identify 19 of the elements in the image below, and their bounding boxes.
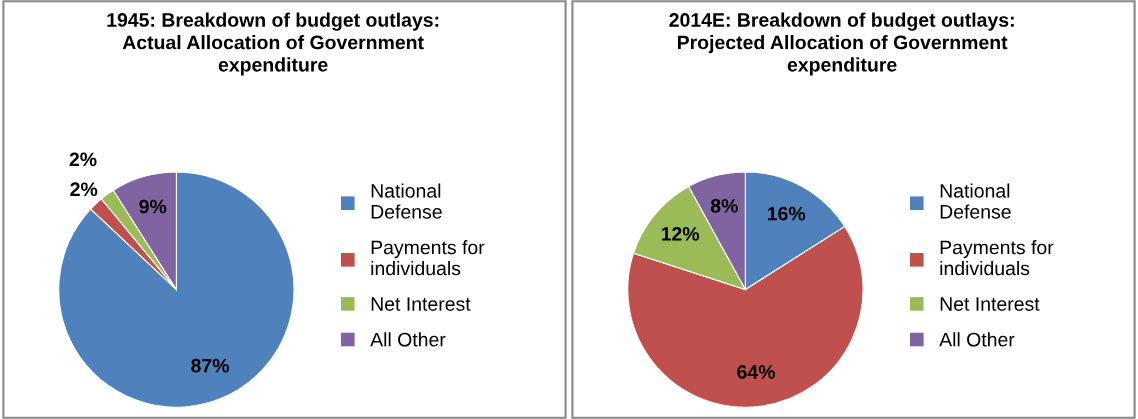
legend-label: National Defense: [371, 183, 442, 219]
pie-slice: [58, 171, 295, 408]
legend-label: National Defense: [940, 183, 1011, 219]
data-label: 9%: [139, 199, 167, 214]
data-label: 64%: [737, 365, 775, 379]
legend-label: Net Interest: [940, 297, 1040, 311]
data-label: 87%: [191, 358, 229, 373]
legend-label: Payments for individuals: [940, 240, 1054, 276]
data-label: 8%: [710, 198, 738, 213]
legend-label: Net Interest: [371, 297, 471, 311]
data-label: 12%: [661, 227, 700, 241]
data-label: 2%: [70, 182, 98, 197]
data-label: 16%: [767, 206, 806, 221]
chart-title: 2014E: Breakdown of budget outlays: Projected Allocation of Government expenditure: [669, 12, 1014, 76]
legend-label: All Other: [939, 332, 1015, 347]
legend-label: Payments for individuals: [371, 240, 485, 276]
data-label: 2%: [69, 152, 97, 167]
legend-label: All Other: [370, 332, 446, 347]
chart-title: 1945: Breakdown of budget outlays: Actual Allocation of Government expenditure: [107, 12, 439, 76]
